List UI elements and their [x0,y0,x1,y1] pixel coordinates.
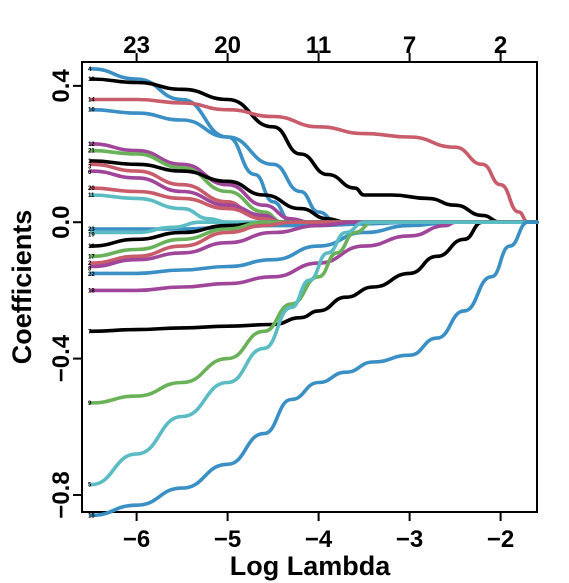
coefficient-path-21 [89,148,539,224]
y-tick-label: 0.4 [48,69,75,103]
path-label-3: 3 [88,164,92,170]
top-tick-label: 23 [123,32,150,59]
path-label-18: 18 [88,288,95,294]
path-label-10: 10 [88,108,95,114]
coefficient-path-8 [89,220,539,269]
x-tick-label: −6 [123,526,150,553]
coefficient-path-1 [89,159,539,224]
plot-frame [81,61,538,513]
y-tick-label: −0.8 [48,471,75,518]
path-label-23: 23 [88,227,95,233]
path-label-8: 8 [88,267,92,273]
coefficient-path-13 [89,77,539,224]
coefficient-path-9 [89,220,539,405]
path-label-6: 6 [88,170,92,176]
coefficient-path-14 [89,97,539,224]
path-label-16: 16 [88,244,95,250]
coefficient-path-12 [89,142,539,224]
x-tick-label: −3 [396,526,423,553]
coefficient-path-22 [89,220,539,276]
top-tick-label: 7 [403,32,416,59]
path-label-14: 14 [88,98,95,104]
path-label-19: 19 [88,233,95,239]
x-tick-label: −2 [487,526,514,553]
path-label-4: 4 [88,67,92,73]
coefficient-path-11 [89,193,539,224]
path-label-2: 2 [88,261,92,267]
x-tick-label: −5 [214,526,241,553]
coefficient-path-15 [89,220,539,518]
path-label-21: 21 [88,149,95,155]
path-label-12: 12 [88,142,95,148]
coefficient-path-17 [89,220,539,259]
path-label-9: 9 [88,401,92,407]
x-axis-label: Log Lambda [230,551,391,581]
x-tick-label: −4 [305,526,333,553]
path-label-5: 5 [88,483,92,489]
y-tick-label: −0.4 [48,334,75,382]
path-label-22: 22 [88,272,95,278]
top-tick-label: 20 [214,32,241,59]
path-label-7: 7 [88,329,92,335]
coefficient-path-7 [89,220,539,334]
coefficient-path-4 [89,67,539,224]
path-label-15: 15 [88,513,95,519]
top-tick-label: 11 [306,32,331,59]
coefficient-path-19 [89,220,539,235]
path-label-11: 11 [88,193,95,199]
path-label-20: 20 [88,186,95,192]
path-label-17: 17 [88,254,95,260]
coefficient-path-20 [89,186,539,224]
top-tick-label: 2 [494,32,507,59]
y-tick-label: 0.0 [48,206,75,239]
path-label-1: 1 [88,159,92,165]
axes: −6 −5 −4 −3 −223 20 11 7 20.40.0−0.4−0.8 [48,32,514,553]
path-label-13: 13 [88,77,95,83]
y-axis-label: Coefficients [7,210,37,365]
coefficient-paths [89,67,539,518]
coefficient-path-5 [89,220,539,487]
coefficient-path-18 [89,220,539,293]
coefficient-path-2 [89,220,539,265]
coefficient-path-6 [89,169,539,224]
coefficient-path-10 [89,107,539,224]
